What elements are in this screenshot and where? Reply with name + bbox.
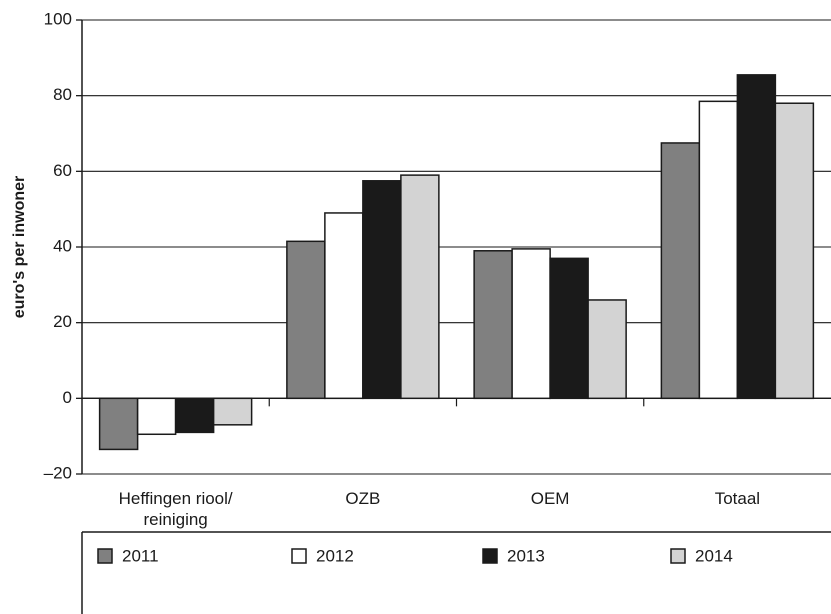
y-tick-label: 40 [53,236,72,255]
legend-swatch [482,548,498,564]
legend-swatch [97,548,113,564]
bar [286,240,326,400]
y-tick-label: 80 [53,85,72,104]
bar [774,102,815,400]
bar [98,397,139,451]
legend-swatch [670,548,686,564]
legend-label: 2011 [122,546,159,565]
y-tick-label: 20 [53,312,72,331]
y-tick-label: 60 [53,161,72,180]
bar [698,100,739,400]
bar [362,180,402,400]
bar [136,397,177,436]
bar [549,257,589,400]
bar [511,248,551,400]
bar [400,174,440,400]
legend-label: 2014 [695,546,733,565]
bar [473,250,513,400]
bar [736,74,777,400]
y-tick-label: 100 [44,9,72,28]
legend-label: 2012 [316,546,354,565]
legend-label: 2013 [507,546,545,565]
bar [660,142,701,400]
x-tick-label: OZB [345,489,381,508]
y-tick-label: –20 [44,463,72,482]
bar [587,299,627,400]
bar [324,212,364,400]
bar [212,397,253,426]
legend-swatch [291,548,307,564]
y-tick-label: 0 [63,388,72,407]
x-tick-label: OEM [530,489,570,508]
x-tick-label: Heffingen riool/ reiniging [118,489,233,529]
bar [174,397,215,434]
x-tick-label: Totaal [714,489,761,508]
y-axis-label: euro's per inwoner [11,176,28,319]
